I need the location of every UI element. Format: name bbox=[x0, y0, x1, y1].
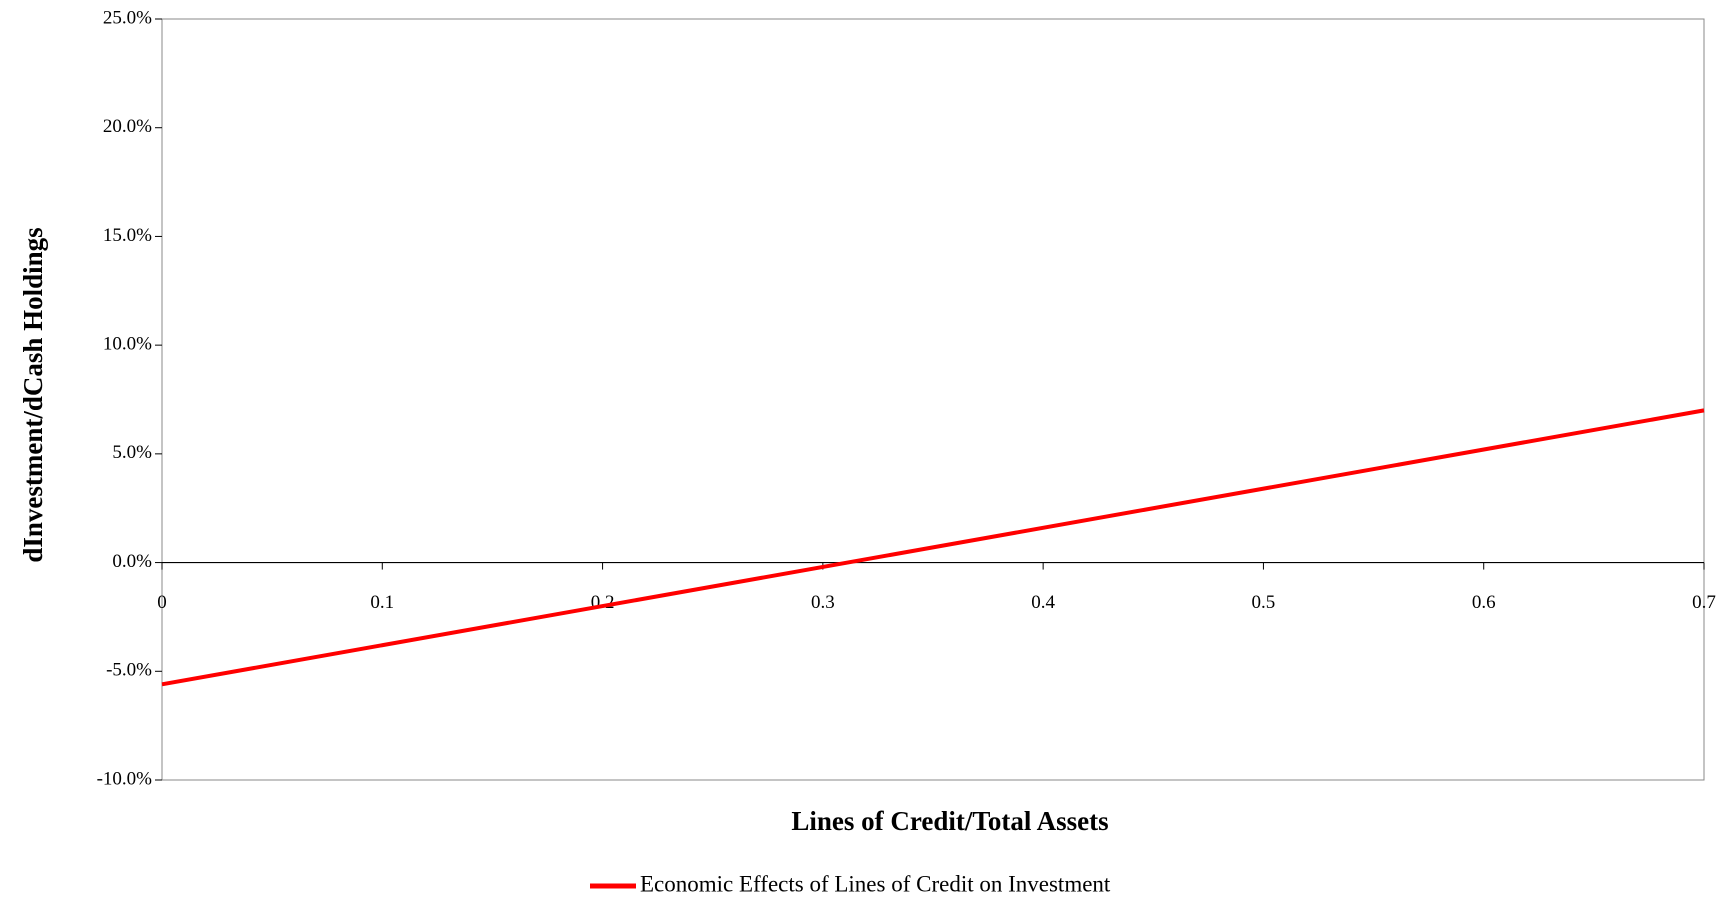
legend-label: Economic Effects of Lines of Credit on I… bbox=[640, 871, 1111, 896]
series-line bbox=[161, 408, 1705, 687]
y-tick-label: 25.0% bbox=[103, 7, 152, 28]
y-tick-label: -5.0% bbox=[106, 660, 152, 681]
y-tick-label: 0.0% bbox=[112, 551, 152, 572]
x-tick-label: 0.5 bbox=[1252, 592, 1276, 613]
x-tick-label: 0.7 bbox=[1692, 592, 1716, 613]
x-tick-label: 0.2 bbox=[591, 592, 615, 613]
y-tick-label: 5.0% bbox=[112, 442, 152, 463]
y-tick-label: 15.0% bbox=[103, 225, 152, 246]
y-tick-label: 20.0% bbox=[103, 116, 152, 137]
y-tick-label: 10.0% bbox=[103, 334, 152, 355]
x-axis-title: Lines of Credit/Total Assets bbox=[791, 806, 1108, 836]
y-tick-label: -10.0% bbox=[97, 768, 153, 789]
y-axis-title: dInvestment/dCash Holdings bbox=[18, 227, 48, 562]
x-tick-label: 0.4 bbox=[1031, 592, 1055, 613]
plot-frame bbox=[161, 18, 1705, 781]
x-tick-label: 0 bbox=[157, 592, 167, 613]
x-tick-label: 0.1 bbox=[370, 592, 394, 613]
x-tick-label: 0.3 bbox=[811, 592, 835, 613]
x-tick-label: 0.6 bbox=[1472, 592, 1496, 613]
